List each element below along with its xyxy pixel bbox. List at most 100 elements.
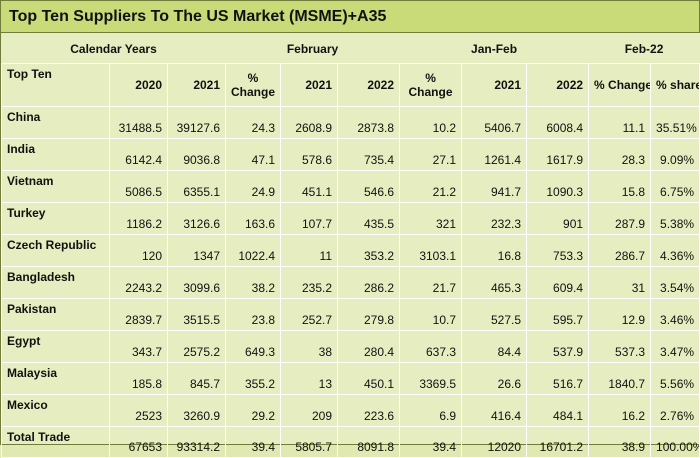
col-header-feb-pct-change: % Change <box>399 63 463 107</box>
value-cell: 21.2 <box>399 170 463 203</box>
value-cell: 47.1 <box>225 138 282 171</box>
value-cell: 1186.2 <box>109 202 168 235</box>
value-cell: 3260.9 <box>166 394 227 427</box>
value-cell: 2523 <box>109 394 168 427</box>
country-cell: Mexico <box>1 394 110 427</box>
value-cell: 321 <box>399 202 463 235</box>
group-jan-feb: Jan-Feb <box>399 33 590 64</box>
value-cell: 235.2 <box>280 266 339 299</box>
country-cell: China <box>1 106 110 139</box>
value-cell: 1617.9 <box>526 138 590 171</box>
value-cell: 39.4 <box>399 426 463 458</box>
value-cell: 845.7 <box>166 362 227 395</box>
group-february: February <box>225 33 401 64</box>
country-cell: Turkey <box>1 202 110 235</box>
country-cell: Bangladesh <box>1 266 110 299</box>
value-cell: 84.4 <box>461 330 528 363</box>
value-cell: 1840.7 <box>588 362 652 395</box>
value-cell: 3.47% <box>650 330 700 363</box>
table-row: Pakistan 2839.7 3515.5 23.8 252.7 279.8 10.7 52… <box>1 298 700 331</box>
value-cell: 38.9 <box>588 426 652 458</box>
group-header-row: Calendar Years February Jan-Feb Feb-22 <box>0 33 700 64</box>
value-cell: 5.56% <box>650 362 700 395</box>
value-cell: 609.4 <box>526 266 590 299</box>
table-row: Egypt 343.7 2575.2 649.3 38 280.4 637.3 84.4 537… <box>1 330 700 363</box>
value-cell: 209 <box>280 394 339 427</box>
suppliers-table: Calendar Years February Jan-Feb Feb-22 T… <box>0 33 700 458</box>
col-header-feb22-pct-change: % Change <box>588 63 652 107</box>
col-header-top-ten: Top Ten <box>1 63 110 107</box>
value-cell: 3126.6 <box>166 202 227 235</box>
value-cell: 10.7 <box>399 298 463 331</box>
value-cell: 232.3 <box>461 202 528 235</box>
value-cell: 5086.5 <box>109 170 168 203</box>
country-cell: Czech Republic <box>1 234 110 267</box>
value-cell: 1090.3 <box>526 170 590 203</box>
value-cell: 26.6 <box>461 362 528 395</box>
value-cell: 31488.5 <box>109 106 168 139</box>
value-cell: 29.2 <box>225 394 282 427</box>
value-cell: 16701.2 <box>526 426 590 458</box>
country-cell: Egypt <box>1 330 110 363</box>
value-cell: 27.1 <box>399 138 463 171</box>
value-cell: 120 <box>109 234 168 267</box>
col-header-janfeb-2022: 2022 <box>526 63 590 107</box>
value-cell: 185.8 <box>109 362 168 395</box>
value-cell: 16.2 <box>588 394 652 427</box>
col-header-janfeb-2021: 2021 <box>461 63 528 107</box>
value-cell: 12020 <box>461 426 528 458</box>
value-cell: 9036.8 <box>166 138 227 171</box>
group-calendar-years: Calendar Years <box>0 33 227 64</box>
value-cell: 516.7 <box>526 362 590 395</box>
value-cell: 100.00% <box>650 426 700 458</box>
value-cell: 537.9 <box>526 330 590 363</box>
value-cell: 163.6 <box>225 202 282 235</box>
table-row: Malaysia 185.8 845.7 355.2 13 450.1 3369.5 26.6… <box>1 362 700 395</box>
value-cell: 2243.2 <box>109 266 168 299</box>
col-header-feb-2022: 2022 <box>337 63 401 107</box>
value-cell: 1022.4 <box>225 234 282 267</box>
value-cell: 8091.8 <box>337 426 401 458</box>
col-header-2020: 2020 <box>109 63 168 107</box>
value-cell: 38.2 <box>225 266 282 299</box>
value-cell: 24.3 <box>225 106 282 139</box>
value-cell: 4.36% <box>650 234 700 267</box>
value-cell: 3103.1 <box>399 234 463 267</box>
value-cell: 753.3 <box>526 234 590 267</box>
value-cell: 9.09% <box>650 138 700 171</box>
table-row: Vietnam 5086.5 6355.1 24.9 451.1 546.6 21.2 941… <box>1 170 700 203</box>
value-cell: 287.9 <box>588 202 652 235</box>
value-cell: 279.8 <box>337 298 401 331</box>
value-cell: 67653 <box>109 426 168 458</box>
value-cell: 39.4 <box>225 426 282 458</box>
country-cell: Malaysia <box>1 362 110 395</box>
value-cell: 107.7 <box>280 202 339 235</box>
value-cell: 38 <box>280 330 339 363</box>
value-cell: 15.8 <box>588 170 652 203</box>
table-row: China 31488.5 39127.6 24.3 2608.9 2873.8 10.2 5… <box>1 106 700 139</box>
value-cell: 6008.4 <box>526 106 590 139</box>
table-row: India 6142.4 9036.8 47.1 578.6 735.4 27.1 1261.… <box>1 138 700 171</box>
value-cell: 637.3 <box>399 330 463 363</box>
value-cell: 735.4 <box>337 138 401 171</box>
value-cell: 3099.6 <box>166 266 227 299</box>
value-cell: 39127.6 <box>166 106 227 139</box>
value-cell: 16.8 <box>461 234 528 267</box>
value-cell: 2.76% <box>650 394 700 427</box>
value-cell: 11 <box>280 234 339 267</box>
value-cell: 223.6 <box>337 394 401 427</box>
value-cell: 280.4 <box>337 330 401 363</box>
value-cell: 21.7 <box>399 266 463 299</box>
value-cell: 3.46% <box>650 298 700 331</box>
value-cell: 3515.5 <box>166 298 227 331</box>
group-feb-22: Feb-22 <box>588 33 700 64</box>
value-cell: 13 <box>280 362 339 395</box>
table-row: Czech Republic 120 1347 1022.4 11 353.2 3103.1… <box>1 234 700 267</box>
value-cell: 1347 <box>166 234 227 267</box>
value-cell: 2608.9 <box>280 106 339 139</box>
country-cell: Total Trade <box>1 426 110 458</box>
value-cell: 93314.2 <box>166 426 227 458</box>
table-row: Turkey 1186.2 3126.6 163.6 107.7 435.5 321 232.… <box>1 202 700 235</box>
value-cell: 286.7 <box>588 234 652 267</box>
value-cell: 546.6 <box>337 170 401 203</box>
